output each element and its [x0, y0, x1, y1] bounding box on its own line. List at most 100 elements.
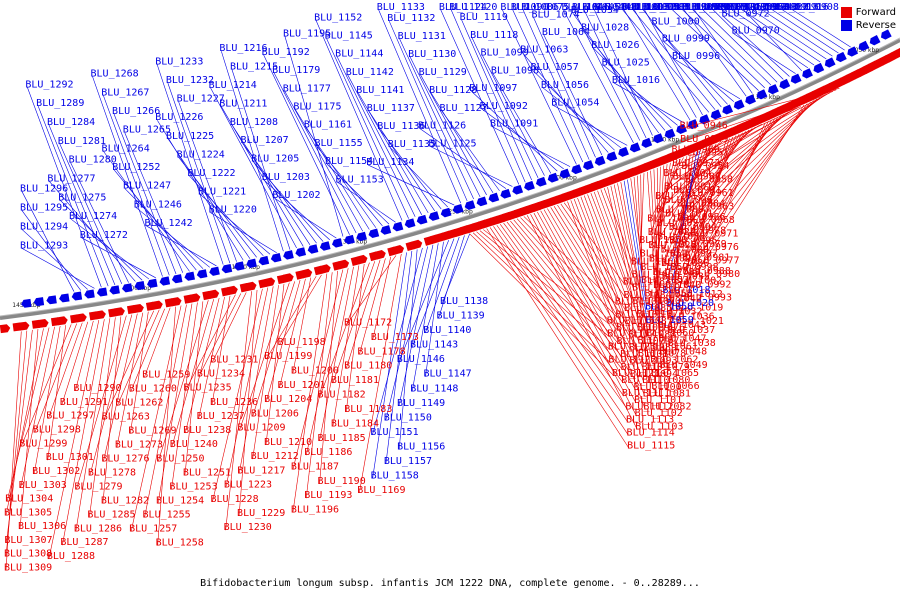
gene-label: BLU_1107 — [617, 336, 665, 347]
gene-leader-line — [644, 9, 703, 116]
gene-label: BLU_1023 — [648, 240, 696, 251]
gene-label: BLU_1037 — [667, 325, 715, 336]
gene-leader-line — [650, 170, 662, 355]
gene-leader-line — [731, 9, 815, 66]
gene-label: BLU_0943 — [750, 2, 798, 13]
gene-leader-line — [157, 303, 193, 504]
gene-leader-line — [332, 261, 376, 384]
gene-label: BLU_1087 — [625, 316, 673, 327]
gene-label: BLU_1240 — [170, 439, 218, 450]
gene-leader-line — [650, 160, 678, 249]
gene-label: BLU_1114 — [627, 427, 675, 438]
gene-label: BLU_1156 — [397, 441, 445, 452]
gene-label: BLU_1016 — [612, 75, 660, 86]
gene-label: BLU_0973 — [672, 158, 720, 169]
gene-leader-line — [398, 240, 450, 363]
gene-leader-line — [742, 9, 821, 63]
gene-leader-line — [292, 277, 312, 374]
gene-label: BLU_1093 — [629, 356, 677, 367]
gene-leader-line — [469, 233, 615, 377]
gene-label: BLU_1064 — [542, 27, 590, 38]
gene-label: BLU_0946 — [680, 120, 728, 131]
gene-label: BLU_1180 — [344, 361, 392, 372]
gene-leader-line — [49, 181, 136, 282]
gene-label: BLU_1086 — [511, 2, 559, 13]
gene-leader-line — [21, 229, 88, 290]
reverse-gene-arrow — [464, 200, 476, 211]
reverse-gene-arrow — [571, 164, 583, 175]
gene-label: BLU_0961 — [685, 188, 733, 199]
reverse-gene-arrow — [71, 291, 83, 301]
gene-leader-line — [493, 226, 629, 423]
gene-leader-line — [292, 273, 328, 513]
gene-leader-line — [359, 258, 386, 355]
gene-label: BLU_1202 — [272, 190, 320, 201]
gene-leader-line — [675, 135, 737, 284]
gene-label: BLU_1290 — [73, 383, 121, 394]
gene-label: BLU_1119 — [460, 12, 508, 23]
gene-leader-line — [273, 72, 357, 234]
gene-label: BLU_1148 — [410, 383, 458, 394]
gene-leader-line — [319, 262, 370, 398]
gene-label: BLU_1032 — [654, 307, 702, 318]
gene-leader-line — [336, 56, 416, 217]
gene-label: BLU_1203 — [262, 172, 310, 183]
gene-label: BLU_1173 — [371, 332, 419, 343]
gene-leader-line — [198, 293, 242, 377]
gene-label: BLU_1066 — [651, 381, 699, 392]
reverse-gene-arrow — [109, 285, 120, 295]
gene-leader-line — [684, 121, 769, 288]
gene-label: BLU_1199 — [264, 351, 312, 362]
gene-label: BLU_1078 — [638, 349, 686, 360]
gene-label: BLU_1225 — [166, 131, 214, 142]
gene-leader-line — [627, 179, 648, 310]
gene-leader-line — [682, 91, 834, 156]
gene-label: BLU_1254 — [156, 496, 204, 507]
gene-label: BLU_1226 — [155, 112, 203, 123]
gene-label: BLU_1179 — [272, 65, 320, 76]
legend: Forward Reverse — [840, 6, 896, 32]
reverse-gene-arrow — [46, 295, 57, 305]
gene-label: BLU_0980 — [692, 269, 740, 280]
gene-label: BLU_1265 — [123, 125, 171, 136]
gene-label: BLU_1143 — [410, 340, 458, 351]
gene-leader-line — [547, 208, 632, 351]
gene-label: BLU_1186 — [304, 447, 352, 458]
gene-label: BLU_1161 — [304, 120, 352, 131]
gene-label: BLU_1223 — [224, 480, 272, 491]
gene-label: BLU_1209 — [237, 423, 285, 434]
gene-label: BLU_1074 — [532, 9, 580, 20]
gene-label: BLU_1009 — [656, 205, 704, 216]
gene-leader-line — [279, 278, 306, 388]
gene-label: BLU_1035 — [662, 271, 710, 282]
gene-label: BLU_1008 — [643, 2, 691, 13]
gene-leader-line — [274, 197, 337, 239]
gene-leader-line — [572, 12, 659, 134]
gene-leader-line — [597, 190, 635, 291]
gene-label: BLU_1175 — [293, 102, 341, 113]
gene-leader-line — [265, 283, 285, 445]
gene-label: BLU_1054 — [551, 97, 599, 108]
reverse-gene-arrow — [404, 218, 416, 228]
gene-leader-line — [681, 87, 840, 129]
gene-label: BLU_1182 — [318, 390, 366, 401]
gene-label: BLU_1073 — [636, 309, 684, 320]
forward-gene-arrow — [245, 281, 257, 292]
gene-label: BLU_1062 — [650, 355, 698, 366]
gene-leader-line — [34, 323, 78, 433]
gene-leader-line — [378, 9, 462, 204]
gene-label: BLU_1128 — [429, 85, 477, 96]
gene-label: BLU_1198 — [278, 337, 326, 348]
reverse-gene-arrow — [196, 269, 208, 279]
reverse-gene-arrow — [344, 234, 355, 245]
gene-label: BLU_1094 — [630, 369, 678, 380]
gene-leader-line — [48, 124, 116, 286]
gene-leader-line — [225, 291, 252, 531]
gene-leader-line — [103, 151, 190, 272]
reverse-gene-arrow — [209, 266, 220, 276]
gene-leader-line — [21, 248, 95, 289]
gene-leader-line — [721, 9, 809, 69]
gene-label: BLU_1190 — [318, 476, 366, 487]
forward-gene-arrow — [393, 244, 405, 255]
gene-label: BLU_1204 — [264, 394, 312, 405]
